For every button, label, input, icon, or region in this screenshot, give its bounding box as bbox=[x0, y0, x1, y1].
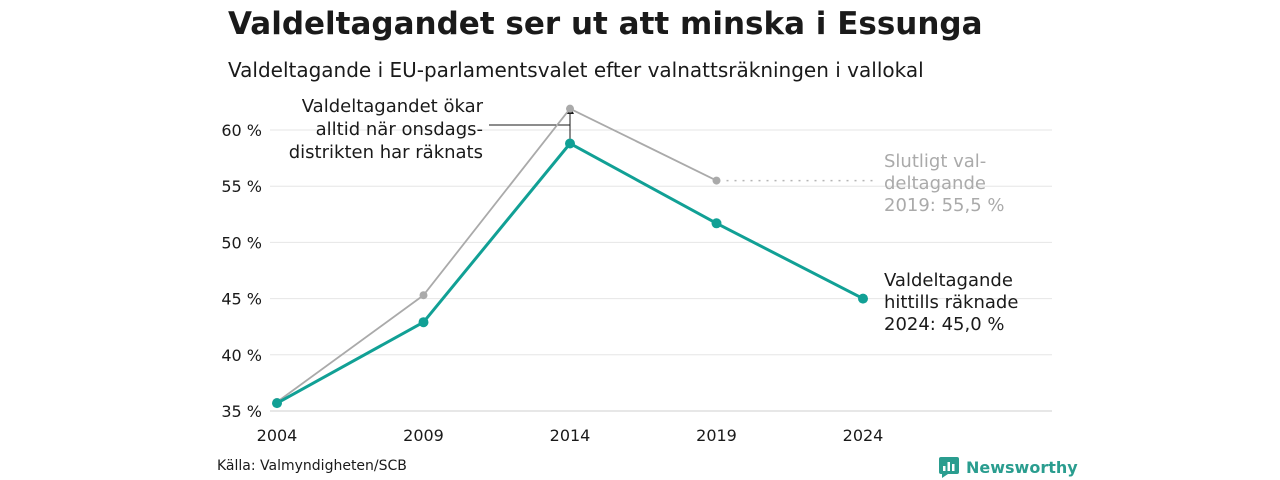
data-point-current bbox=[711, 218, 722, 229]
x-tick-label: 2024 bbox=[843, 426, 884, 445]
annot-final-line: 2019: 55,5 % bbox=[884, 195, 1005, 216]
annot-current-line: Valdeltagande bbox=[884, 270, 1013, 291]
x-tick-label: 2019 bbox=[696, 426, 737, 445]
chart-subtitle: Valdeltagande i EU-parlamentsvalet efter… bbox=[228, 58, 924, 82]
data-point-current bbox=[272, 398, 282, 409]
annotation-current-2024: Valdeltagande hittills räknade 2024: 45,0 … bbox=[884, 270, 1018, 335]
x-tick-labels: 2004 2009 2014 2019 2024 bbox=[257, 426, 884, 445]
annot-final-line: Slutligt val- bbox=[884, 151, 986, 172]
chart-title: Valdeltagandet ser ut att minska i Essun… bbox=[228, 6, 983, 42]
annotation-top: Valdeltagandet ökar alltid när onsdags-di… bbox=[289, 96, 484, 163]
data-point-current bbox=[858, 293, 868, 304]
gridlines bbox=[270, 129, 1052, 412]
data-point-final bbox=[712, 176, 721, 185]
annotation-top-leader bbox=[489, 106, 574, 143]
x-tick-label: 2004 bbox=[257, 426, 298, 445]
y-tick-labels: 35 % 40 % 45 % 50 % 55 % 60 % bbox=[221, 121, 262, 421]
annot-current-line: hittills räknade bbox=[884, 292, 1018, 313]
brand[interactable]: Newsworthy bbox=[938, 456, 1078, 478]
annot-top-line: alltid när onsdags- bbox=[316, 119, 483, 140]
annotation-final-2019: Slutligt val-deltagande 2019: 55,5 % bbox=[884, 151, 1005, 216]
y-tick-label: 45 % bbox=[221, 290, 262, 309]
annotation-top-line bbox=[489, 124, 571, 143]
y-tick-label: 35 % bbox=[221, 402, 262, 421]
y-tick-label: 40 % bbox=[221, 346, 262, 365]
brand-name: Newsworthy bbox=[966, 457, 1078, 477]
x-tick-label: 2014 bbox=[550, 426, 591, 445]
data-point-final bbox=[566, 104, 574, 113]
annot-current-line: 2024: 45,0 % bbox=[884, 314, 1005, 335]
newsworthy-logo-icon bbox=[939, 457, 959, 478]
series-line-final bbox=[276, 107, 717, 403]
data-point-final bbox=[419, 291, 428, 300]
annot-top-line: distrikten har räknats bbox=[289, 142, 483, 163]
x-tick-label: 2009 bbox=[403, 426, 444, 445]
y-tick-label: 60 % bbox=[221, 121, 262, 140]
annot-final-line: deltagande bbox=[884, 173, 986, 194]
y-tick-label: 50 % bbox=[221, 233, 262, 252]
data-point-current bbox=[418, 317, 429, 328]
series-group bbox=[272, 104, 876, 409]
source-note: Källa: Valmyndigheten/SCB bbox=[217, 458, 407, 474]
data-point-current bbox=[565, 138, 575, 149]
series-line-current bbox=[276, 141, 864, 405]
annot-top-line: Valdeltagandet ökar bbox=[302, 96, 484, 117]
y-tick-label: 55 % bbox=[221, 177, 262, 196]
